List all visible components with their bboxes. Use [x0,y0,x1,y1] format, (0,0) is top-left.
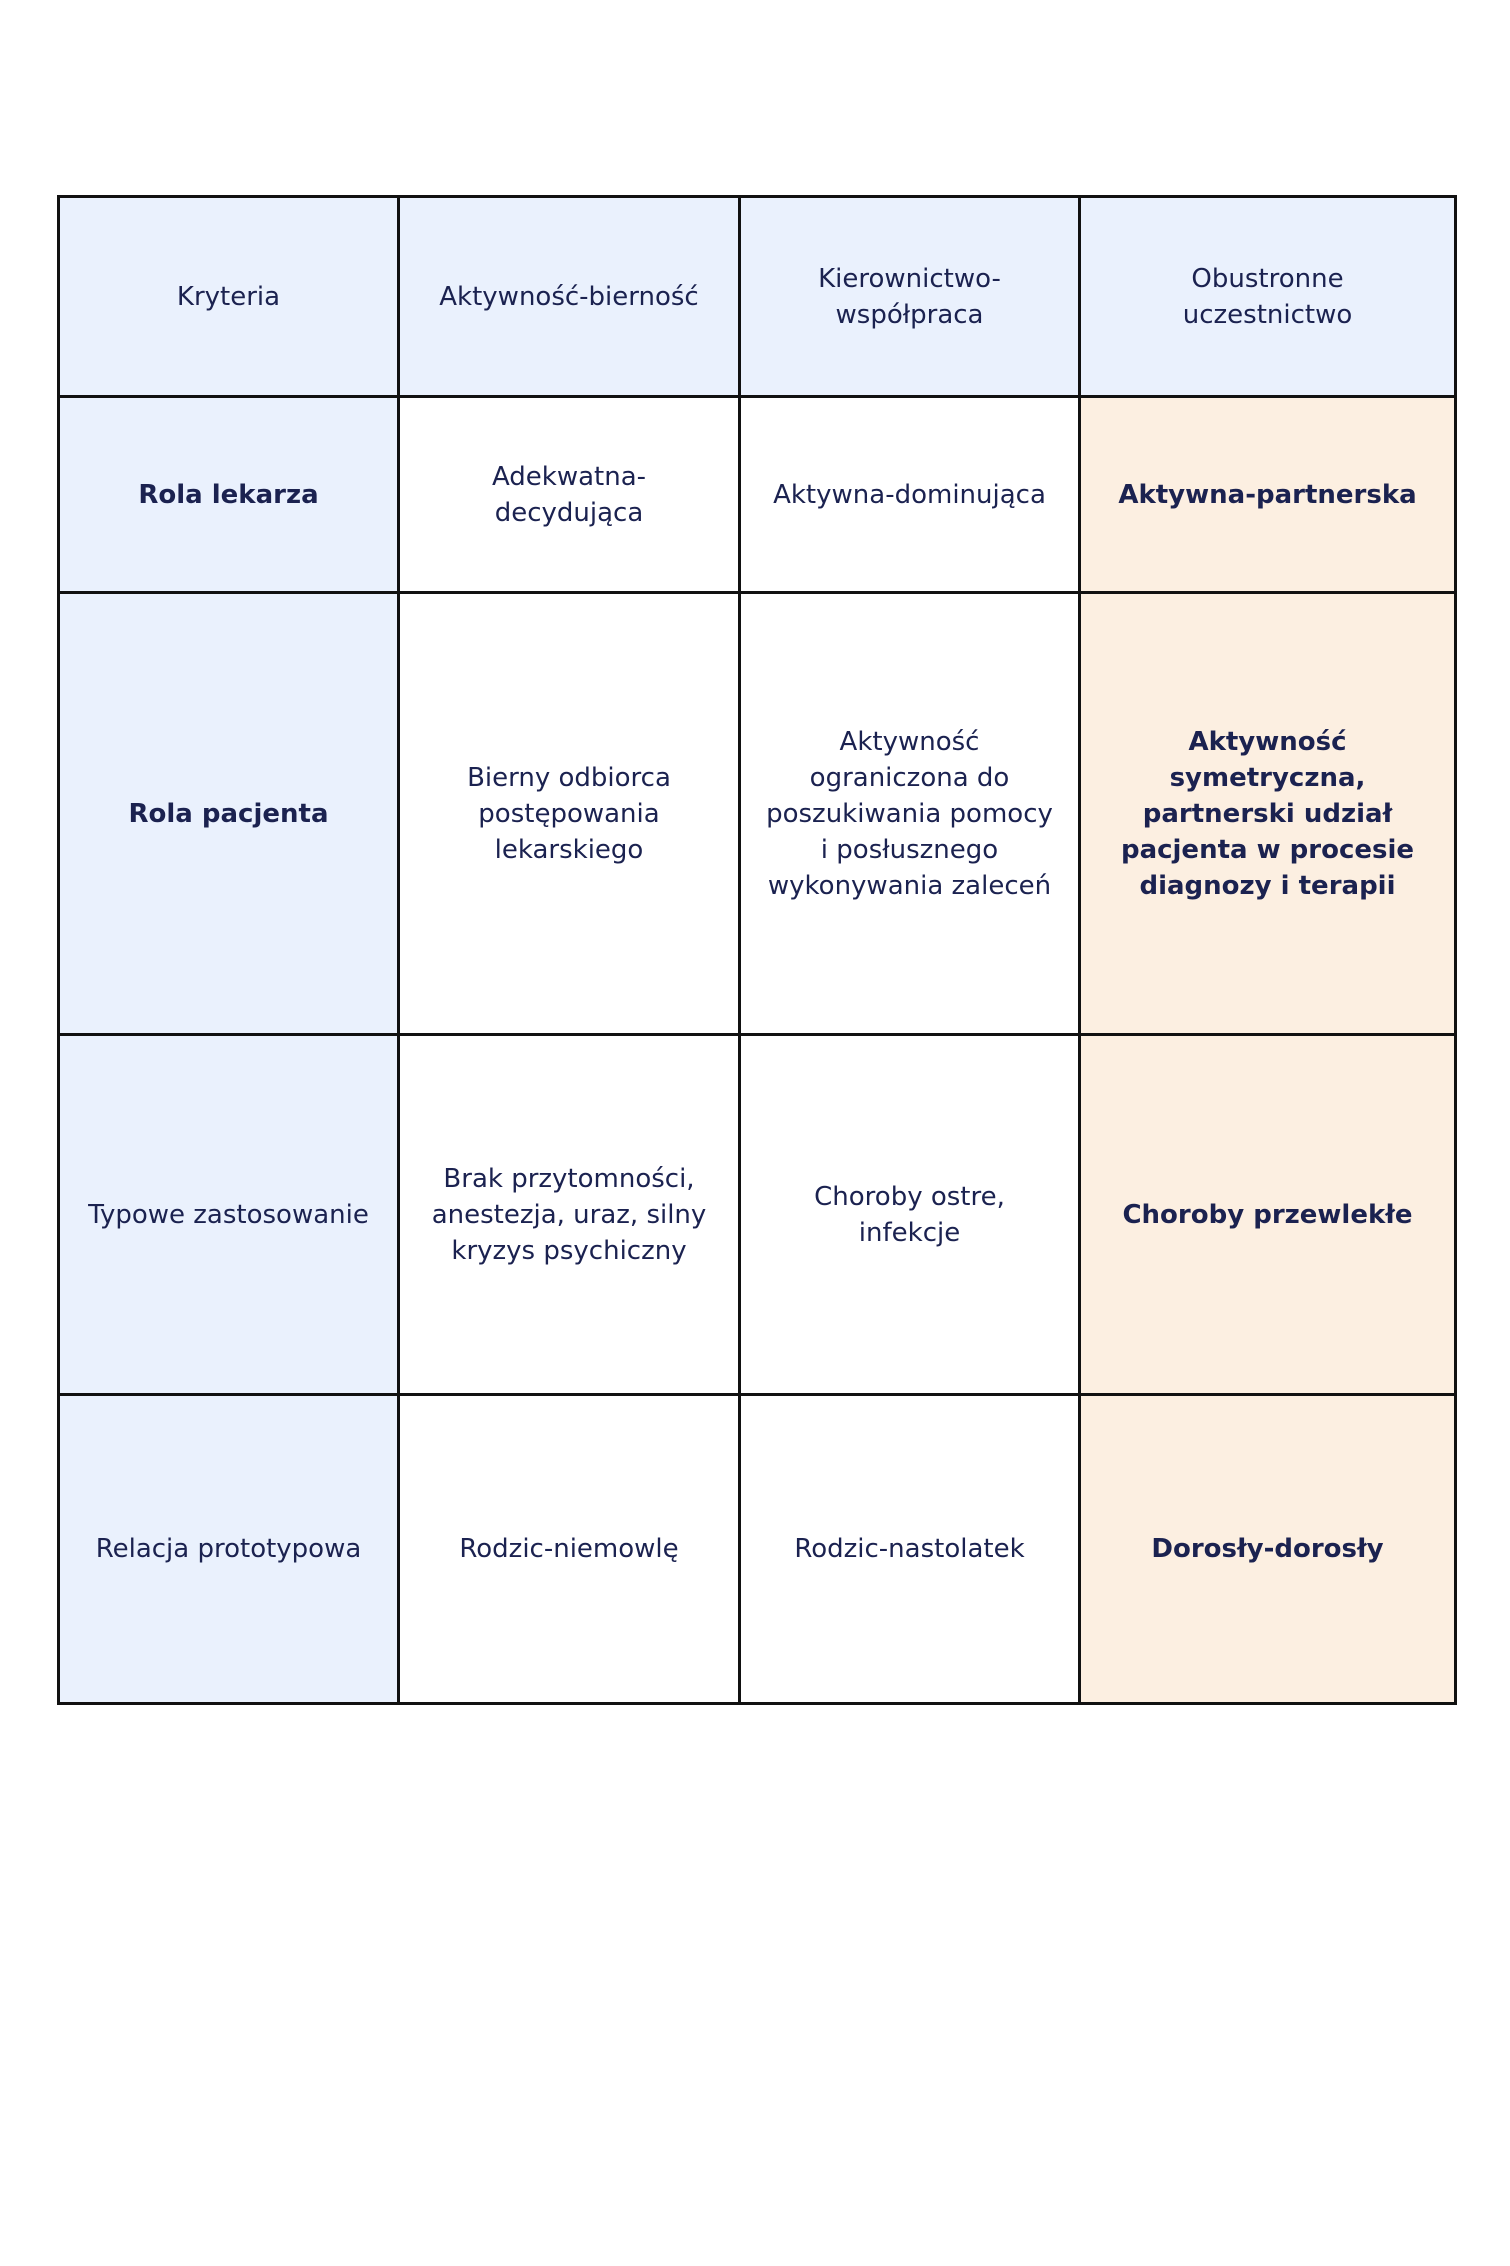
table-cell: Bierny odbiorca postępowania lekarskiego [397,591,741,1036]
row-header-cell: Typowe zastosowanie [57,1033,400,1396]
table-row: Rola pacjenta Bierny odbiorca postępowani… [57,591,1457,1036]
table-cell: Aktywna-partnerska [1078,395,1457,594]
row-header-cell: Rola lekarza [57,395,400,594]
table-cell: Rodzic-niemowlę [397,1393,741,1705]
table-row: Typowe zastosowanie Brak przytomności, an… [57,1033,1457,1396]
header-row: Kryteria Aktywność-bierność Kierownictwo-w… [57,195,1457,398]
table-cell: Dorosły-dorosły [1078,1393,1457,1705]
comparison-table: Kryteria Aktywność-bierność Kierownictwo-w… [57,195,1457,1705]
table-cell: Aktywna-dominująca [738,395,1081,594]
table-cell: Choroby ostre, infekcje [738,1033,1081,1396]
header-cell: Aktywność-bierność [397,195,741,398]
header-cell: Obustronne uczestnictwo [1078,195,1457,398]
row-header-cell: Rola pacjenta [57,591,400,1036]
table-cell: Adekwatna-decydująca [397,395,741,594]
table-row: Relacja prototypowa Rodzic-niemowlę Rodzic… [57,1393,1457,1705]
table-cell: Aktywność ograniczona do poszukiwania po… [738,591,1081,1036]
header-cell: Kierownictwo-współpraca [738,195,1081,398]
table-cell: Aktywność symetryczna, partnerski udział… [1078,591,1457,1036]
table-row: Rola lekarza Adekwatna-decydująca Aktywna-… [57,395,1457,594]
row-header-cell: Relacja prototypowa [57,1393,400,1705]
header-cell: Kryteria [57,195,400,398]
table-cell: Rodzic-nastolatek [738,1393,1081,1705]
table-cell: Brak przytomności, anestezja, uraz, siln… [397,1033,741,1396]
table-cell: Choroby przewlekłe [1078,1033,1457,1396]
